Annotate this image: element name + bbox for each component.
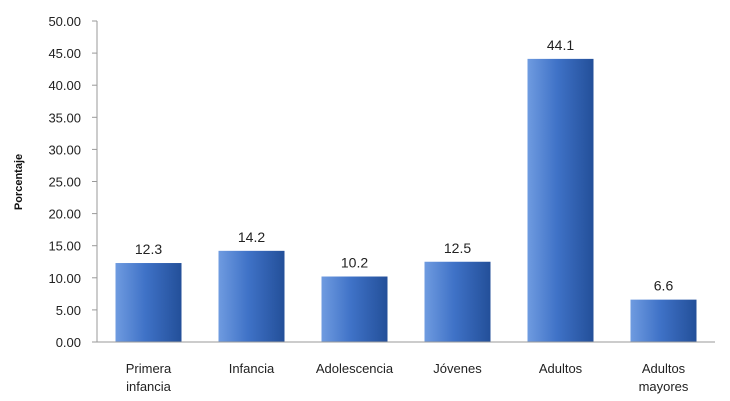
x-category-label: Adolescencia [316, 361, 394, 376]
y-tick-label: 5.00 [56, 303, 81, 318]
data-label: 12.3 [135, 241, 162, 257]
y-tick-label: 15.00 [48, 239, 81, 254]
data-label: 6.6 [654, 278, 674, 294]
bar [115, 263, 182, 342]
y-tick-label: 0.00 [56, 335, 81, 350]
data-label: 12.5 [444, 240, 471, 256]
data-label: 10.2 [341, 255, 368, 271]
data-label: 44.1 [547, 37, 574, 53]
bar [424, 261, 491, 342]
x-category-label: Adultos [539, 361, 583, 376]
bar [218, 250, 285, 342]
x-category-label: Adultos [642, 361, 686, 376]
x-category-label: Jóvenes [433, 361, 482, 376]
y-axis-title: Porcentaje [13, 154, 25, 210]
y-tick-label: 25.00 [48, 175, 81, 190]
y-tick-label: 35.00 [48, 110, 81, 125]
data-label: 14.2 [238, 229, 265, 245]
x-category-label: Primera [126, 361, 172, 376]
x-category-label: Infancia [229, 361, 275, 376]
bar [527, 58, 594, 343]
y-tick-label: 30.00 [48, 142, 81, 157]
y-tick-label: 40.00 [48, 78, 81, 93]
x-category-label: infancia [126, 379, 172, 394]
y-tick-label: 10.00 [48, 271, 81, 286]
bar [321, 276, 388, 342]
y-tick-label: 20.00 [48, 207, 81, 222]
bar [630, 299, 697, 342]
y-tick-label: 50.00 [48, 14, 81, 29]
x-category-label: mayores [639, 379, 689, 394]
y-tick-label: 45.00 [48, 46, 81, 61]
